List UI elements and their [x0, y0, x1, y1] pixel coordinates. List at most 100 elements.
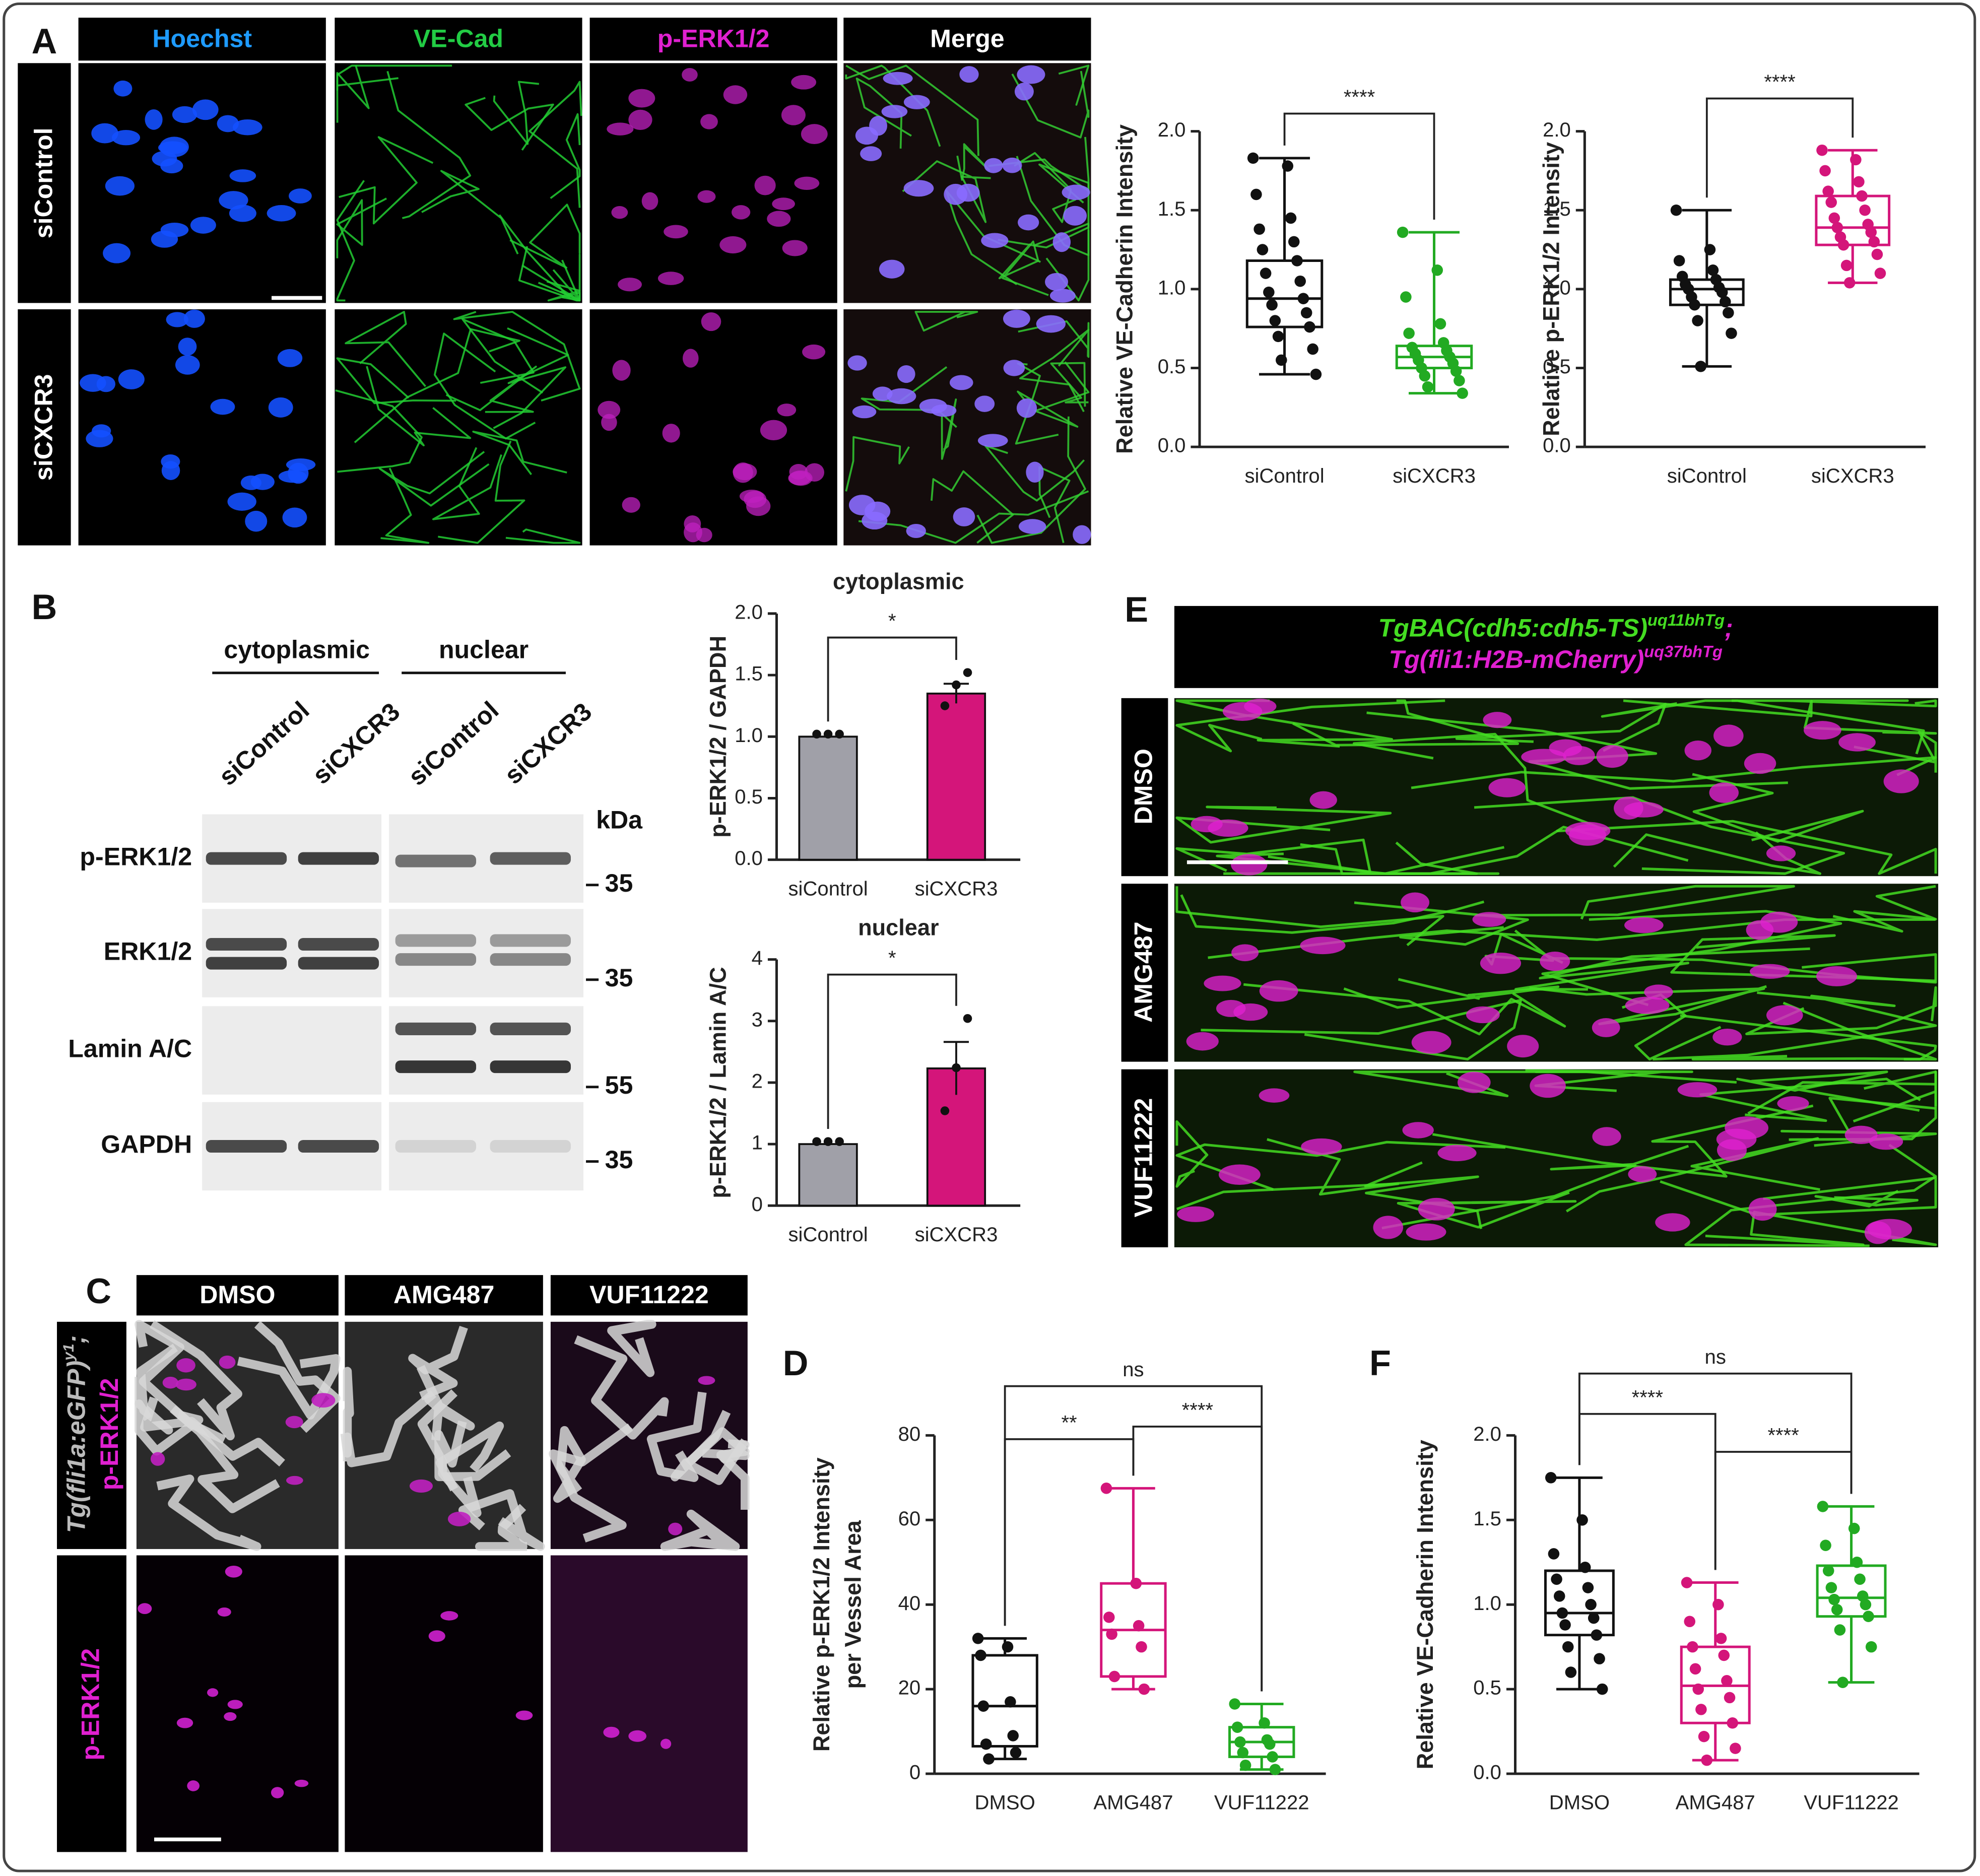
data-point — [1434, 318, 1446, 330]
nucleus — [1472, 912, 1506, 927]
nucleus — [698, 1376, 715, 1385]
data-point — [1253, 223, 1265, 235]
structure — [445, 365, 537, 413]
marker-label: 55 — [605, 1071, 633, 1099]
micrograph — [78, 309, 326, 546]
superscript: uq37bhTg — [1644, 642, 1723, 660]
structure — [1691, 1001, 1937, 1061]
panel-label: D — [783, 1343, 809, 1383]
nucleus — [183, 309, 205, 328]
data-point — [1848, 1522, 1860, 1534]
structure — [1736, 1070, 1920, 1112]
nucleus — [176, 1717, 193, 1728]
nucleus — [607, 122, 634, 136]
structure — [646, 1391, 707, 1482]
data-point — [1005, 1696, 1016, 1708]
nucleus — [906, 523, 926, 539]
nucleus — [232, 119, 262, 136]
y-tick-label: 1.0 — [1473, 1592, 1501, 1615]
structure — [941, 398, 957, 460]
data-point — [952, 680, 961, 690]
data-point — [1576, 1514, 1588, 1526]
nucleus — [105, 176, 135, 196]
structure — [472, 430, 567, 476]
data-point — [1831, 222, 1843, 233]
nucleus — [1624, 917, 1664, 933]
y-tick-label: 1.0 — [1158, 277, 1186, 299]
nucleus — [227, 492, 256, 511]
row-header — [1121, 884, 1168, 1062]
structure — [574, 1335, 669, 1440]
data-point — [1871, 248, 1883, 260]
data-point — [1689, 299, 1700, 311]
nucleus — [1233, 1003, 1268, 1021]
nucleus — [791, 75, 817, 90]
data-point — [1551, 1573, 1562, 1585]
nucleus — [847, 355, 867, 371]
structure — [1556, 820, 1937, 875]
data-point — [1239, 1759, 1251, 1771]
significance-label: ns — [1123, 1359, 1144, 1381]
nucleus — [1568, 824, 1606, 846]
nucleus — [732, 205, 751, 220]
nucleus — [628, 1730, 647, 1742]
nucleus — [622, 497, 640, 513]
data-point — [1266, 299, 1278, 311]
nucleus — [1418, 1197, 1455, 1221]
nucleus — [1003, 309, 1030, 328]
nucleus — [723, 85, 748, 104]
nucleus — [981, 233, 1009, 248]
significance-label: * — [888, 947, 896, 969]
structure — [855, 77, 912, 149]
data-point — [823, 1137, 833, 1146]
nucleus — [1218, 1164, 1261, 1185]
structure — [660, 1509, 740, 1551]
structure — [1175, 838, 1371, 874]
column-title: DMSO — [200, 1281, 275, 1309]
nucleus — [286, 458, 316, 471]
data-point — [1681, 1577, 1693, 1588]
nucleus — [612, 360, 631, 381]
y-tick-label: 0.0 — [1543, 435, 1571, 457]
row-title: siCXCR3 — [30, 374, 58, 481]
nucleus — [1592, 1127, 1621, 1146]
nucleus — [664, 225, 688, 239]
structure — [858, 490, 1089, 544]
nucleus — [697, 190, 716, 203]
nucleus — [1677, 1082, 1718, 1098]
data-point — [1229, 1698, 1240, 1710]
nucleus — [1507, 1035, 1539, 1058]
structure — [156, 1475, 261, 1551]
data-point — [1723, 307, 1734, 319]
structure — [550, 113, 581, 199]
column-header — [335, 18, 582, 61]
column-header — [589, 18, 837, 61]
bar — [798, 1143, 858, 1207]
structure — [135, 1344, 178, 1435]
nucleus — [219, 1355, 236, 1369]
data-point — [1450, 365, 1462, 377]
row-header — [1121, 1069, 1168, 1247]
header-line: Tg(fli1:H2B-mCherry)uq37bhTg — [1389, 642, 1723, 674]
panel-label: A — [32, 21, 57, 61]
bar — [926, 692, 986, 861]
nucleus — [1045, 273, 1068, 291]
data-point — [1860, 1598, 1872, 1611]
nucleus — [657, 272, 684, 285]
nucleus — [919, 398, 947, 414]
column-header — [550, 1275, 748, 1316]
structure — [509, 204, 581, 269]
data-point — [1267, 1751, 1278, 1763]
structure — [336, 65, 399, 109]
structure — [417, 1389, 482, 1518]
nucleus — [1488, 778, 1526, 797]
data-point — [823, 729, 833, 739]
nucleus — [719, 236, 747, 254]
data-point — [1288, 236, 1300, 248]
panel-label: B — [32, 587, 57, 627]
protein-label: p-ERK1/2 — [80, 842, 192, 870]
nucleus — [225, 1565, 242, 1578]
structure — [149, 1320, 242, 1441]
data-point — [1247, 152, 1259, 164]
nucleus — [1002, 157, 1022, 173]
